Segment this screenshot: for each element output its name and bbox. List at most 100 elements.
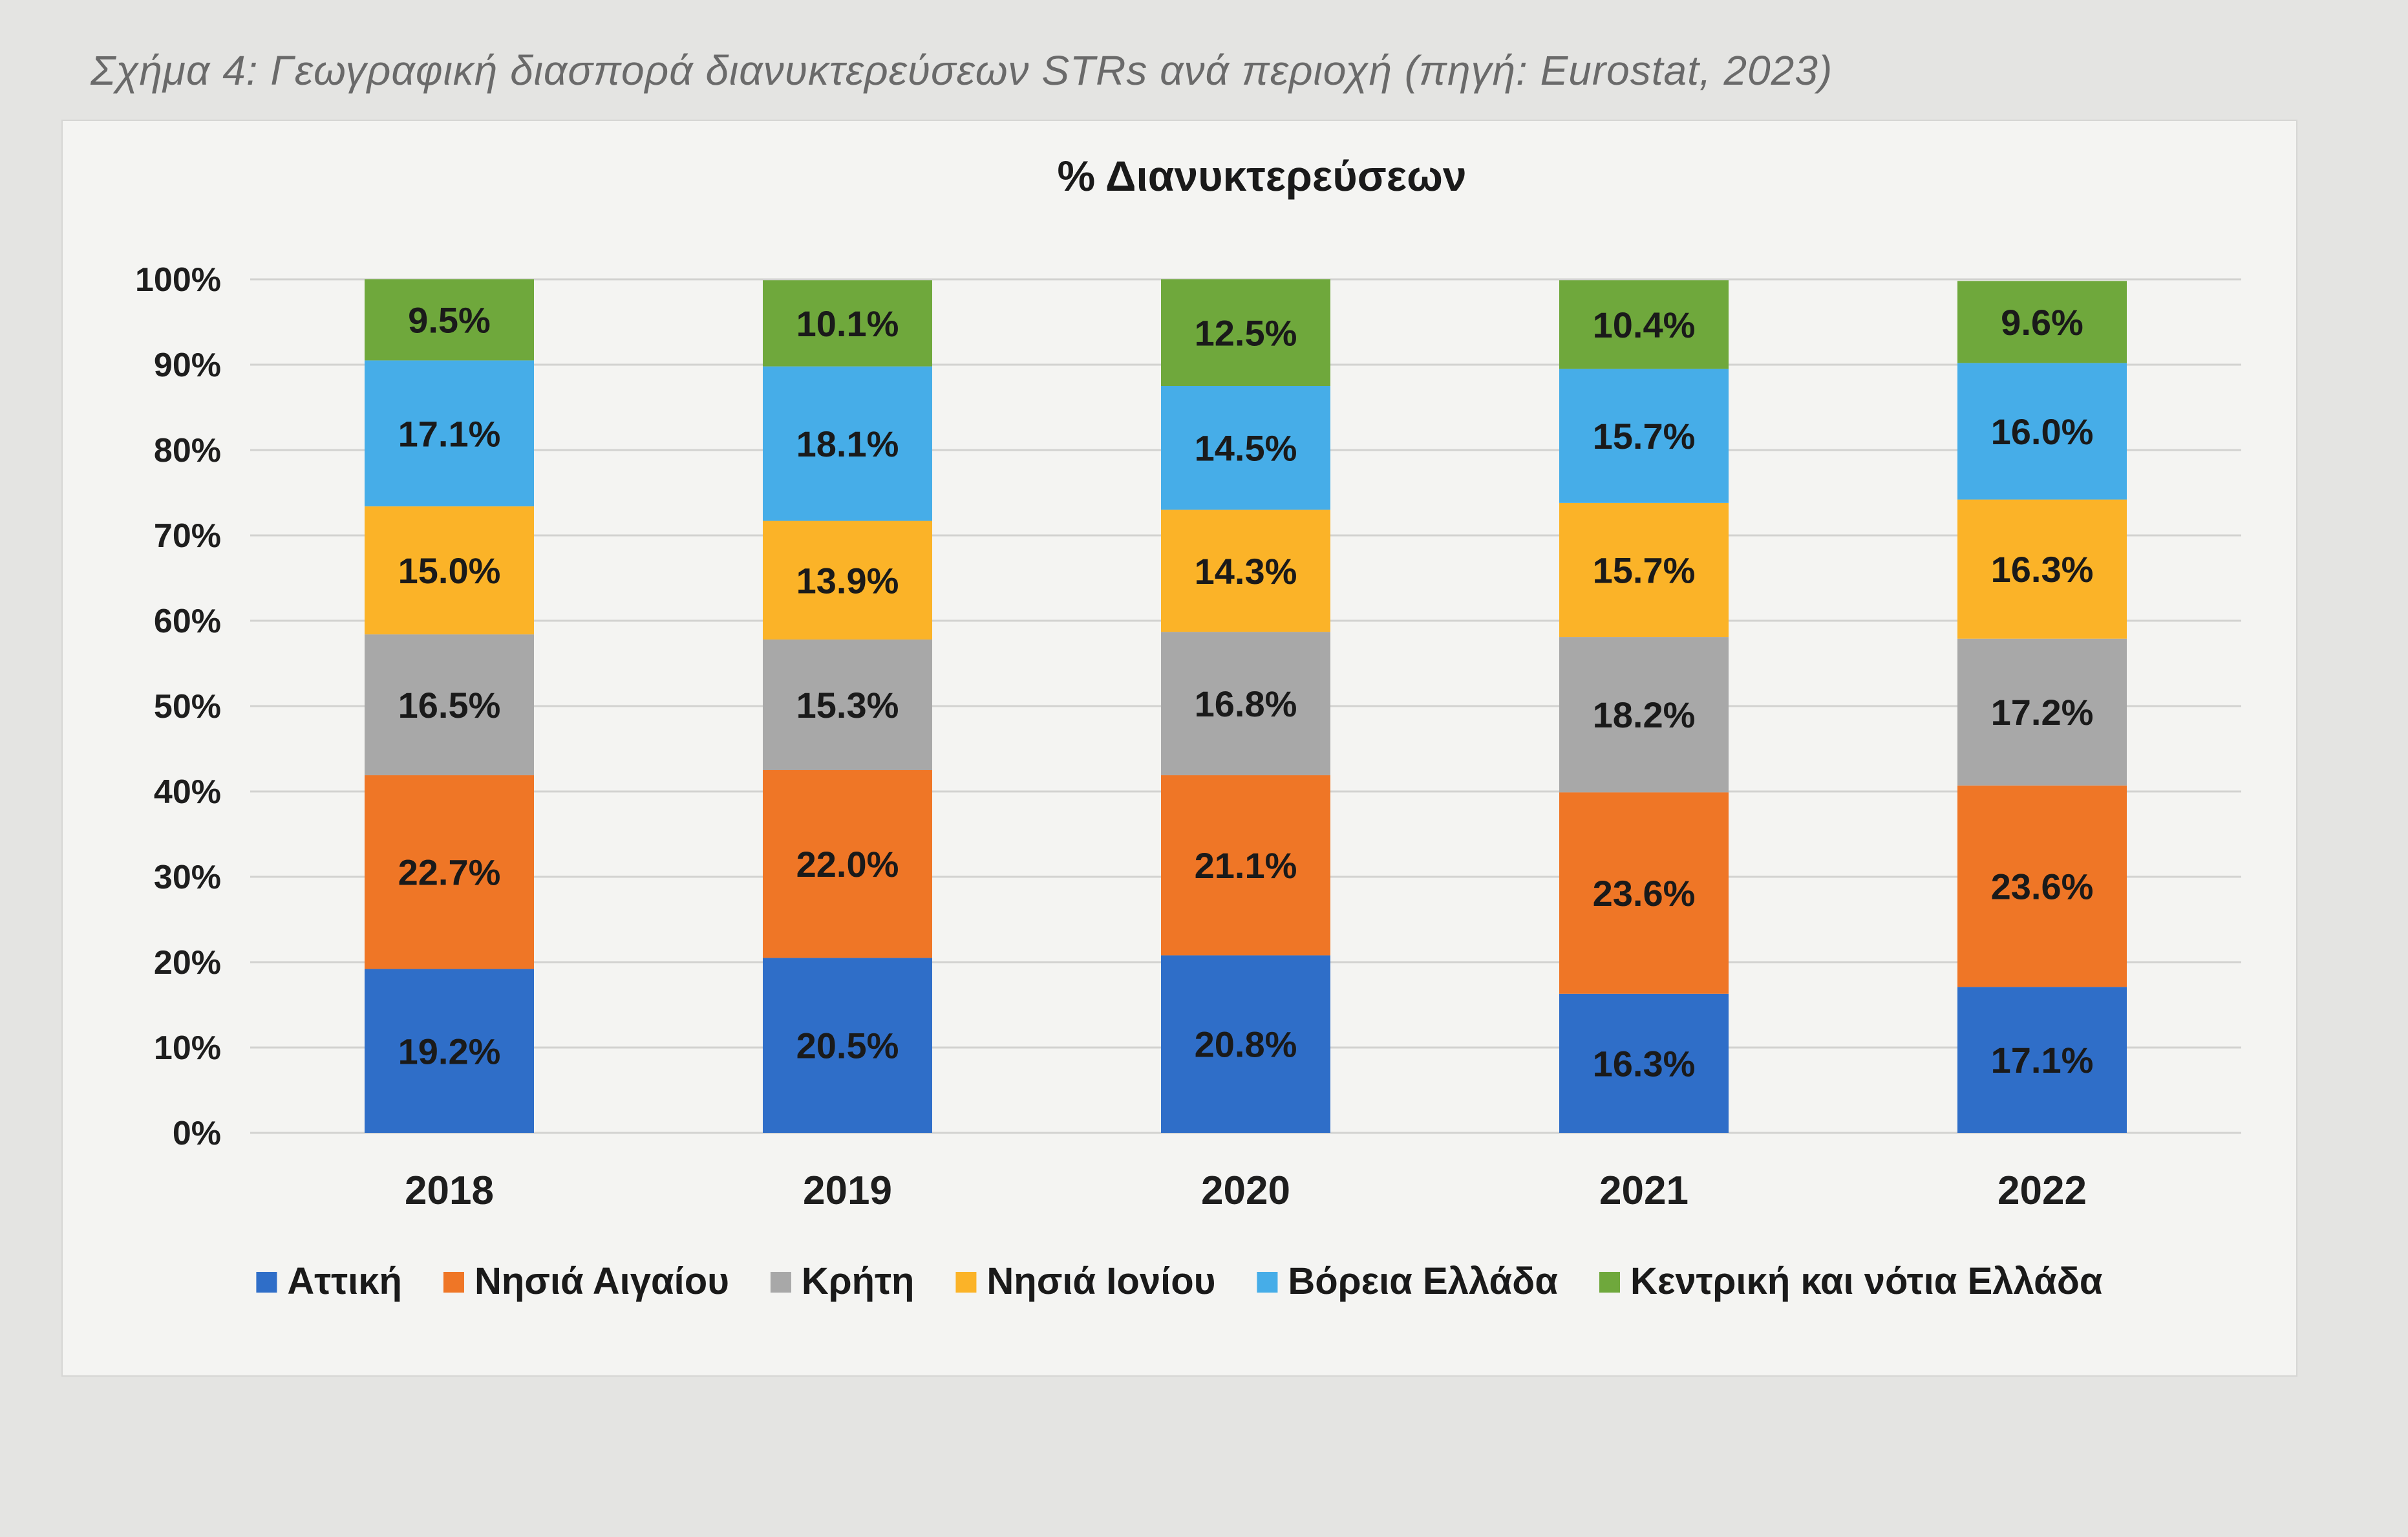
data-label: 12.5% xyxy=(1195,313,1297,354)
bar-segment xyxy=(365,279,534,361)
data-label: 23.6% xyxy=(1991,866,2094,907)
y-tick-label: 100% xyxy=(135,261,221,299)
bar-segment xyxy=(1957,363,2127,500)
data-label: 17.2% xyxy=(1991,692,2094,733)
bar-segment xyxy=(1559,502,1729,638)
y-tick-label: 50% xyxy=(154,688,221,726)
data-label: 18.2% xyxy=(1593,694,1696,735)
legend-swatch xyxy=(1257,1272,1278,1293)
bar-segment xyxy=(1559,280,1729,369)
data-label: 16.3% xyxy=(1593,1043,1696,1084)
bar-segment xyxy=(763,770,932,958)
bar-segment xyxy=(365,360,534,507)
data-label: 17.1% xyxy=(1991,1040,2094,1080)
stacked-bar-chart: 19.2% 22.7% 16.5% 15.0% 17.1% 9.5% 20.5% 22.0% 1… xyxy=(135,152,2241,1302)
bar-segment xyxy=(1559,993,1729,1133)
y-tick-label: 0% xyxy=(173,1115,221,1152)
bar-segment xyxy=(1957,281,2127,363)
bar-segment xyxy=(1559,369,1729,503)
legend-label: Νησιά Ιονίου xyxy=(986,1260,1215,1302)
data-label: 14.5% xyxy=(1195,428,1297,469)
legend-item: Βόρεια Ελλάδα xyxy=(1257,1260,1558,1302)
axes: 0% 10% 20% 30% 40% 50% 60% 70% 80% 90% 100% 2018 201… xyxy=(135,261,2087,1213)
legend-swatch xyxy=(770,1272,791,1293)
legend-label: Νησιά Αιγαίου xyxy=(474,1260,729,1302)
bar-segment xyxy=(1161,386,1330,510)
legend-swatch xyxy=(955,1272,977,1293)
figure-caption: Σχήμα 4: Γεωγραφική διασπορά διανυκτερεύ… xyxy=(91,47,1833,94)
data-label: 15.3% xyxy=(796,685,899,726)
data-label: 9.5% xyxy=(408,300,491,341)
bar-segment xyxy=(1957,499,2127,639)
x-tick-label: 2022 xyxy=(1998,1168,2087,1213)
chart-panel: 19.2% 22.7% 16.5% 15.0% 17.1% 9.5% 20.5% 22.0% 1… xyxy=(61,120,2297,1377)
bars xyxy=(365,279,2127,1133)
data-label: 17.1% xyxy=(398,413,501,454)
data-label: 19.2% xyxy=(398,1031,501,1071)
bar-segment xyxy=(1161,632,1330,775)
bar-segment xyxy=(365,775,534,969)
data-label: 23.6% xyxy=(1593,873,1696,914)
x-tick-label: 2021 xyxy=(1599,1168,1689,1213)
bar-segment xyxy=(1161,279,1330,386)
bar-segment xyxy=(1957,638,2127,786)
data-label: 15.7% xyxy=(1593,550,1696,590)
x-tick-label: 2018 xyxy=(405,1168,494,1213)
data-label: 10.4% xyxy=(1593,305,1696,345)
bar-segment xyxy=(763,640,932,770)
data-label: 16.5% xyxy=(398,685,501,726)
data-label: 22.7% xyxy=(398,852,501,893)
legend-label: Αττική xyxy=(287,1260,402,1302)
legend-item: Κρήτη xyxy=(770,1260,915,1302)
legend-label: Κρήτη xyxy=(802,1260,915,1302)
data-label: 20.5% xyxy=(796,1026,899,1066)
y-tick-label: 40% xyxy=(154,773,221,811)
bar-segment xyxy=(1957,785,2127,987)
bar-segment xyxy=(1559,637,1729,793)
y-tick-label: 80% xyxy=(154,432,221,469)
bar-segment xyxy=(763,521,932,640)
data-label: 22.0% xyxy=(796,844,899,885)
bar-segment xyxy=(763,280,932,367)
y-tick-label: 90% xyxy=(154,347,221,384)
x-tick-label: 2020 xyxy=(1201,1168,1290,1213)
data-label: 14.3% xyxy=(1195,551,1297,592)
bar-segment xyxy=(763,366,932,521)
data-label: 15.7% xyxy=(1593,416,1696,457)
data-label: 16.3% xyxy=(1991,549,2094,590)
y-tick-label: 30% xyxy=(154,859,221,896)
data-label: 13.9% xyxy=(796,560,899,601)
data-label: 20.8% xyxy=(1195,1024,1297,1065)
data-label: 16.8% xyxy=(1195,683,1297,724)
bar-segment xyxy=(1161,955,1330,1133)
x-tick-label: 2019 xyxy=(803,1168,892,1213)
bar-segment xyxy=(365,506,534,635)
legend-label: Βόρεια Ελλάδα xyxy=(1288,1260,1558,1302)
legend-item: Αττική xyxy=(256,1260,402,1302)
data-labels: 19.2% 22.7% 16.5% 15.0% 17.1% 9.5% 20.5% 22.0% 1… xyxy=(398,300,2094,1084)
data-label: 9.6% xyxy=(2001,302,2083,343)
data-label: 15.0% xyxy=(398,550,501,591)
y-tick-label: 20% xyxy=(154,944,221,982)
data-label: 18.1% xyxy=(796,424,899,464)
legend-item: Κεντρική και νότια Ελλάδα xyxy=(1599,1260,2103,1302)
bar-segment xyxy=(1161,510,1330,632)
data-label: 16.0% xyxy=(1991,411,2094,452)
bar-segment xyxy=(365,634,534,775)
data-label: 10.1% xyxy=(796,303,899,344)
bar-segment xyxy=(1161,775,1330,956)
bar-segment xyxy=(365,969,534,1133)
y-tick-label: 10% xyxy=(154,1029,221,1067)
legend-swatch xyxy=(443,1272,464,1293)
chart-title: % Διανυκτερεύσεων xyxy=(1057,152,1466,200)
legend-swatch xyxy=(256,1272,277,1293)
legend-label: Κεντρική και νότια Ελλάδα xyxy=(1630,1260,2103,1302)
bar-segment xyxy=(1957,987,2127,1133)
legend: Αττική Νησιά Αιγαίου Κρήτη Νησιά Ιονίου Βόρε… xyxy=(256,1260,2103,1302)
y-tick-label: 70% xyxy=(154,517,221,555)
y-tick-label: 60% xyxy=(154,603,221,640)
bar-segment xyxy=(763,958,932,1133)
data-label: 21.1% xyxy=(1195,845,1297,886)
bar-segment xyxy=(1559,792,1729,994)
legend-swatch xyxy=(1599,1272,1621,1293)
